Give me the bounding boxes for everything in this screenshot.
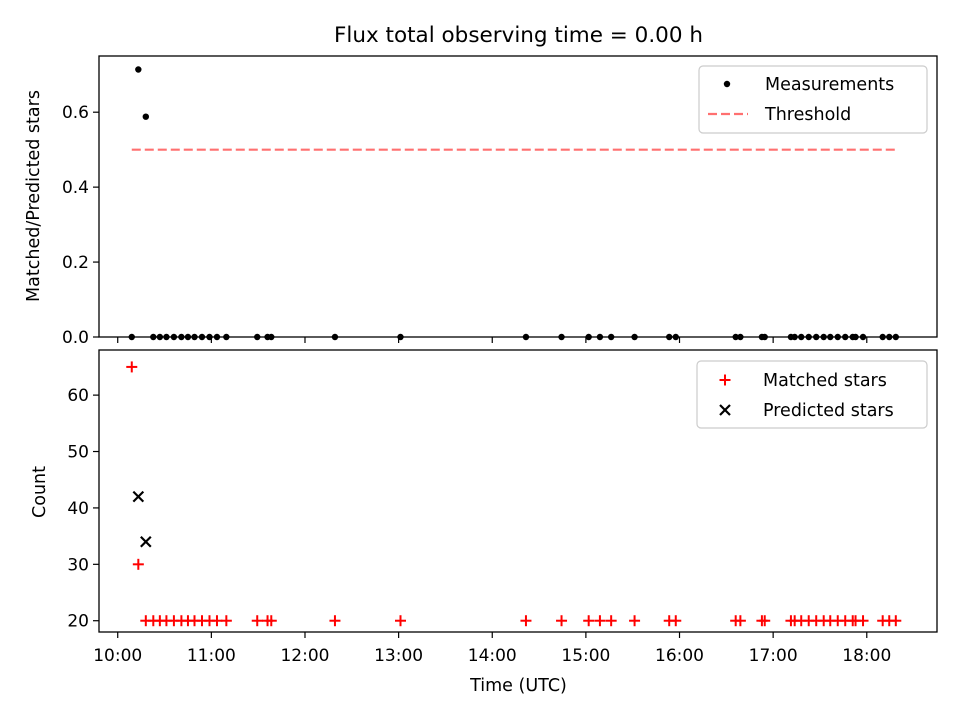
bottom-y-tick-label: 40 <box>67 499 89 519</box>
matched-star-point <box>329 615 341 627</box>
measurement-point <box>142 113 150 120</box>
top-legend-label: Threshold <box>764 105 851 125</box>
matched-star-point <box>857 615 869 627</box>
x-tick-label: 18:00 <box>842 646 891 666</box>
matched-star-point <box>126 361 138 373</box>
top-y-axis-label: Matched/Predicted stars <box>24 90 44 302</box>
bottom-y-axis-label: Count <box>30 466 50 518</box>
x-tick-label: 11:00 <box>187 646 236 666</box>
matched-star-point <box>265 615 277 627</box>
legend-predicted-swatch <box>719 404 731 416</box>
matched-star-point <box>583 615 595 627</box>
matched-star-point <box>394 615 406 627</box>
legend-matched-swatch <box>719 374 731 386</box>
matched-star-point <box>759 615 771 627</box>
matched-star-point <box>520 615 532 627</box>
top-legend-box <box>698 65 928 134</box>
top-plot-frame <box>98 55 938 338</box>
top-y-tick-label: 0.2 <box>62 253 89 273</box>
bottom-plot-frame <box>98 349 938 633</box>
x-axis-label: Time (UTC) <box>469 676 567 696</box>
x-tick-label: 17:00 <box>749 646 798 666</box>
x-tick-label: 15:00 <box>561 646 610 666</box>
top-panel: Flux total observing time = 0.00 h Match… <box>24 23 938 348</box>
bottom-y-tick-label: 50 <box>67 443 89 463</box>
legend-measurements-swatch <box>723 80 731 88</box>
matched-star-point <box>594 615 606 627</box>
bottom-y-tick-label: 20 <box>67 612 89 632</box>
top-y-tick-label: 0.6 <box>62 103 89 123</box>
matched-star-point <box>556 615 568 627</box>
matched-star-point <box>211 615 223 627</box>
chart-title: Flux total observing time = 0.00 h <box>334 23 703 48</box>
x-tick-label: 14:00 <box>468 646 517 666</box>
x-tick-label: 12:00 <box>280 646 329 666</box>
matched-star-point <box>629 615 641 627</box>
x-tick-label: 16:00 <box>655 646 704 666</box>
matched-star-point <box>251 615 263 627</box>
predicted-star-point <box>140 535 152 548</box>
bottom-panel: Count Time (UTC) 20 30 40 50 60 10:00 11:00 12:… <box>30 349 938 696</box>
bottom-y-tick-label: 60 <box>67 386 89 406</box>
bottom-legend: Matched stars Predicted stars <box>696 360 928 429</box>
x-tick-label: 13:00 <box>374 646 423 666</box>
bottom-y-tick-label: 30 <box>67 555 89 575</box>
top-legend: Measurements Threshold <box>698 65 928 134</box>
matched-star-point <box>132 558 144 570</box>
top-y-tick-label: 0.4 <box>62 178 89 198</box>
measurement-point <box>135 66 142 73</box>
bottom-legend-label: Matched stars <box>763 371 887 391</box>
matched-star-point <box>734 615 746 627</box>
bottom-legend-box <box>696 360 928 429</box>
x-tick-label: 10:00 <box>93 646 142 666</box>
matched-star-point <box>890 615 902 627</box>
bottom-legend-label: Predicted stars <box>763 401 894 421</box>
top-y-tick-label: 0.0 <box>62 328 89 348</box>
predicted-star-point <box>132 490 145 503</box>
top-legend-label: Measurements <box>765 75 894 95</box>
matched-star-point <box>220 615 232 627</box>
matched-star-point <box>605 615 617 627</box>
matched-star-point <box>670 615 682 627</box>
